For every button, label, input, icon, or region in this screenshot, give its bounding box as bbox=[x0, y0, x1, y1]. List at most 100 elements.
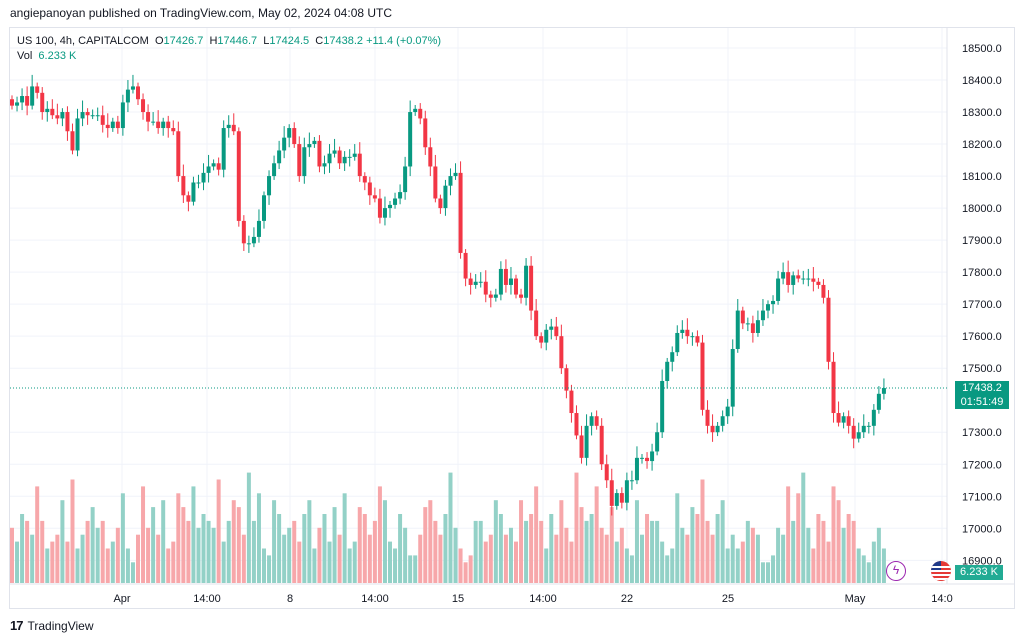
volume-bar bbox=[876, 527, 881, 583]
candle-body bbox=[15, 102, 20, 106]
volume-bar bbox=[171, 541, 176, 583]
volume-bar bbox=[730, 534, 735, 583]
volume-bar bbox=[619, 527, 624, 583]
volume-bar bbox=[403, 527, 408, 583]
volume-bar bbox=[624, 548, 629, 583]
volume-bar bbox=[221, 541, 226, 583]
candle-body bbox=[312, 140, 317, 145]
volume-bar bbox=[302, 514, 307, 583]
candle-body bbox=[629, 480, 634, 482]
volume-bar bbox=[690, 507, 695, 583]
candle-body bbox=[196, 182, 201, 184]
y-tick-label: 16900.0 bbox=[962, 555, 1002, 567]
symbol-label[interactable]: US 100, 4h, CAPITALCOM bbox=[17, 35, 149, 47]
candle-body bbox=[816, 281, 821, 285]
candle-body bbox=[619, 493, 624, 503]
volume-bar bbox=[750, 527, 755, 583]
volume-bar bbox=[786, 486, 791, 583]
volume-bar bbox=[745, 520, 750, 583]
candle-body bbox=[377, 198, 382, 218]
candle-body bbox=[115, 121, 120, 129]
candle-body bbox=[216, 163, 221, 170]
volume-bar bbox=[579, 507, 584, 583]
volume-bar bbox=[186, 520, 191, 583]
y-tick-label: 18300.0 bbox=[962, 107, 1002, 119]
volume-bar bbox=[85, 520, 90, 583]
volume-bar bbox=[287, 527, 292, 583]
candle-body bbox=[473, 281, 478, 285]
chart-frame bbox=[9, 27, 1015, 609]
candle-body bbox=[458, 172, 463, 253]
volume-bar bbox=[514, 541, 518, 583]
volume-bar bbox=[438, 534, 443, 583]
candle-body bbox=[166, 121, 171, 129]
footer-branding[interactable]: 17 TradingView bbox=[10, 618, 94, 633]
volume-bar bbox=[161, 500, 166, 583]
candle-body bbox=[514, 278, 518, 295]
volume-bar bbox=[115, 527, 120, 583]
candle-body bbox=[297, 144, 302, 177]
candle-body bbox=[680, 329, 685, 333]
candle-body bbox=[398, 192, 403, 199]
candle-body bbox=[388, 204, 392, 209]
volume-bar bbox=[766, 562, 770, 583]
candle-body bbox=[75, 118, 80, 151]
candle-body bbox=[665, 361, 670, 382]
candle-body bbox=[292, 128, 297, 145]
publisher-caption: angiepanoyan published on TradingView.co… bbox=[10, 6, 393, 20]
us-flag-icon[interactable] bbox=[931, 561, 951, 581]
candle-body bbox=[821, 284, 826, 298]
y-tick-label: 17300.0 bbox=[962, 427, 1002, 439]
candle-body bbox=[120, 102, 125, 129]
volume-bar bbox=[478, 520, 483, 583]
y-tick-label: 17900.0 bbox=[962, 235, 1002, 247]
candle-body bbox=[136, 86, 140, 100]
candle-body bbox=[468, 278, 473, 285]
change-value: +11.4 (+0.07%) bbox=[366, 35, 442, 47]
candle-body bbox=[382, 208, 387, 218]
volume-bar bbox=[473, 520, 478, 583]
candle-body bbox=[508, 278, 513, 285]
volume-bar bbox=[599, 527, 604, 583]
candle-body bbox=[650, 451, 655, 462]
volume-bar bbox=[398, 514, 403, 583]
volume-bar bbox=[272, 500, 277, 583]
volume-bar bbox=[463, 562, 468, 583]
volume-bar bbox=[645, 514, 650, 583]
candle-body bbox=[735, 310, 740, 349]
candle-body bbox=[796, 275, 801, 279]
volume-bar bbox=[110, 541, 115, 583]
volume-bar bbox=[95, 527, 100, 583]
volume-bar bbox=[393, 548, 398, 583]
volume-bar bbox=[529, 514, 534, 583]
candle-body bbox=[760, 310, 765, 321]
volume-bar bbox=[241, 534, 246, 583]
volume-bar bbox=[685, 534, 690, 583]
candle-body bbox=[569, 390, 574, 414]
candle-body bbox=[539, 336, 544, 343]
candle-body bbox=[20, 96, 25, 103]
candle-body bbox=[861, 425, 866, 433]
candle-body bbox=[750, 323, 755, 333]
flash-icon[interactable]: ϟ bbox=[886, 561, 906, 581]
candle-body bbox=[599, 425, 604, 465]
volume-bar bbox=[559, 500, 564, 583]
volume-bar bbox=[166, 548, 171, 583]
candle-body bbox=[362, 176, 367, 183]
volume-bar bbox=[871, 541, 876, 583]
candle-body bbox=[579, 435, 584, 458]
candle-body bbox=[614, 493, 619, 506]
volume-bar bbox=[322, 514, 327, 583]
volume-bar bbox=[347, 548, 352, 583]
candle-body bbox=[690, 336, 695, 338]
volume-bar bbox=[382, 500, 387, 583]
volume-bar bbox=[317, 527, 322, 583]
volume-bar bbox=[836, 500, 841, 583]
candle-body bbox=[634, 457, 639, 481]
candle-body bbox=[624, 480, 629, 503]
volume-bar bbox=[297, 541, 302, 583]
volume-bar bbox=[760, 562, 765, 583]
candle-body bbox=[282, 137, 287, 151]
volume-bar bbox=[367, 534, 372, 583]
